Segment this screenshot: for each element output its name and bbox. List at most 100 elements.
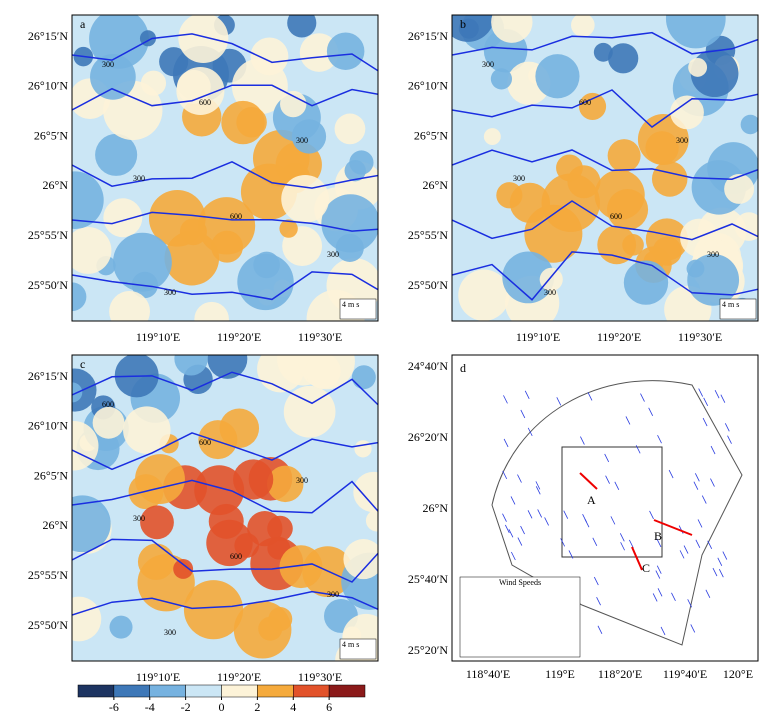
- x-tick-label: 119°20′E: [217, 670, 261, 684]
- shade: [597, 225, 637, 265]
- colorbar-block: [293, 684, 330, 698]
- y-tick-label: 26°N: [423, 501, 449, 515]
- wind-barb: [683, 545, 689, 554]
- shade: [458, 269, 510, 321]
- river: [72, 271, 378, 301]
- wind-barb: [703, 397, 709, 407]
- frame: [451, 354, 759, 662]
- wind-barb: [605, 475, 610, 484]
- wind-barb: [649, 510, 654, 520]
- y-tick-label: 25°50′N: [28, 618, 68, 632]
- wind-barb: [503, 395, 508, 404]
- shade: [279, 219, 298, 238]
- wind-barb: [687, 599, 693, 608]
- wind-barb: [655, 570, 661, 579]
- wind-barb: [596, 597, 601, 606]
- y-tick-label: 25°50′N: [408, 278, 448, 292]
- panel-label: b: [460, 17, 466, 31]
- river: [452, 31, 758, 56]
- y-tick-label: 26°5′N: [34, 468, 68, 482]
- shade: [72, 421, 99, 471]
- wind-barb: [698, 388, 704, 397]
- shade: [291, 119, 327, 154]
- x-tick-label: 119°10′E: [136, 330, 180, 344]
- y-tick-label: 25°55′N: [28, 568, 68, 582]
- shade: [258, 616, 283, 641]
- wind-barb: [657, 588, 663, 597]
- arrow: [653, 519, 693, 536]
- shade: [280, 90, 307, 118]
- y-tick-label: 26°15′N: [28, 369, 68, 383]
- wind-barb: [517, 474, 522, 483]
- y-tick-label: 25°20′N: [408, 643, 448, 657]
- shade: [281, 174, 330, 223]
- point-label: B: [654, 529, 662, 543]
- panel-label: d: [460, 361, 466, 375]
- shade: [90, 54, 136, 100]
- shade: [112, 232, 172, 292]
- y-tick-label: 26°10′N: [28, 419, 68, 433]
- wind-barb: [625, 416, 631, 425]
- colorbar-block: [113, 684, 150, 698]
- shade: [221, 100, 265, 145]
- shade: [267, 465, 304, 503]
- wind-barb: [712, 567, 718, 577]
- contour-label: 300: [327, 250, 339, 259]
- contour-label: 300: [676, 136, 688, 145]
- shade: [183, 580, 244, 640]
- x-tick-label: 118°40′E: [466, 667, 510, 681]
- shade: [740, 114, 758, 135]
- arrow: [579, 472, 598, 490]
- river: [452, 149, 758, 180]
- contour-label: 600: [610, 212, 622, 221]
- shade: [606, 189, 649, 231]
- scale-label: 4 m s: [722, 300, 739, 309]
- shade: [321, 194, 378, 253]
- shade: [279, 545, 323, 589]
- shade: [571, 15, 595, 37]
- wind-barb: [614, 481, 620, 490]
- wind-barb: [693, 481, 699, 490]
- wind-barb: [724, 423, 730, 432]
- shade: [92, 406, 125, 439]
- wind-barb: [710, 445, 716, 455]
- x-tick-label: 119°20′E: [217, 330, 261, 344]
- shade: [176, 69, 211, 104]
- wind-barb: [727, 435, 732, 444]
- shade: [137, 543, 175, 581]
- river: [72, 590, 378, 616]
- contour-label: 300: [482, 60, 494, 69]
- shade: [305, 355, 341, 389]
- shade: [354, 440, 372, 458]
- contour-label: 300: [164, 288, 176, 297]
- wind-barb: [722, 551, 728, 560]
- wind-barb: [504, 524, 510, 534]
- shade: [652, 236, 682, 266]
- wind-barb: [714, 389, 720, 399]
- wind-barb: [707, 540, 713, 549]
- y-tick-label: 26°N: [43, 178, 69, 192]
- shade: [135, 454, 185, 504]
- shade: [343, 539, 378, 580]
- colorbar-block: [185, 684, 222, 698]
- scale-label: 4 m s: [342, 300, 359, 309]
- shade: [109, 291, 150, 321]
- wind-barb: [679, 550, 685, 559]
- shade: [651, 161, 688, 197]
- coast: [491, 380, 743, 646]
- shade: [89, 15, 149, 69]
- wind-barb: [701, 495, 707, 504]
- shade: [250, 37, 289, 76]
- wind-barb: [656, 565, 662, 574]
- colorbar-label: 4: [290, 700, 296, 714]
- wind-barb: [660, 626, 666, 636]
- point-label: A: [587, 493, 596, 507]
- shade: [287, 15, 317, 38]
- map: 300 600 300 300 600 300 300 4 m s b: [452, 15, 758, 321]
- contour-label: 600: [199, 98, 211, 107]
- shade: [72, 171, 104, 229]
- wind-barb: [718, 568, 724, 578]
- frame: [71, 354, 379, 662]
- wind-barb: [597, 625, 603, 634]
- shade: [109, 615, 133, 639]
